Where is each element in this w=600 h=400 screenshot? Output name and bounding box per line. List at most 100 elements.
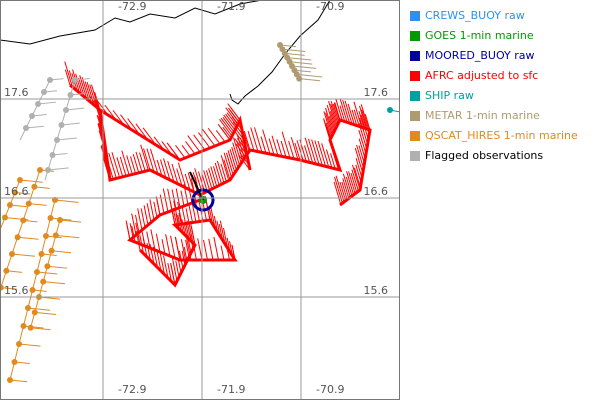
wind-barb [210, 166, 218, 187]
grid: -72.9 -72.9 -71.9 -71.9 -70.9 -70.9 17.6 17.6 16… [0, 0, 400, 400]
wind-barb [222, 117, 235, 133]
obs-dot [63, 107, 69, 113]
wind-barb [181, 145, 191, 157]
obs-dot [44, 263, 51, 270]
wind-barb [155, 196, 161, 216]
wind-barb [142, 127, 157, 146]
legend-swatch [410, 31, 420, 41]
wind-barb [342, 99, 351, 124]
obs-dot [20, 217, 27, 224]
wind-barb [186, 234, 192, 254]
wind-barb [188, 223, 194, 244]
wind-barb [177, 201, 183, 225]
wind-barb [291, 65, 317, 69]
wind-barb [342, 178, 350, 199]
wind-barb [358, 123, 368, 150]
wind-barb [360, 114, 369, 140]
wind-barb [307, 138, 317, 165]
wind-barb [280, 140, 287, 158]
wind-barb [193, 245, 197, 261]
legend-swatch [410, 131, 420, 141]
wind-barb [299, 78, 321, 82]
wind-barb [333, 181, 342, 205]
obs-dot [17, 177, 23, 183]
wind-barb [177, 214, 182, 232]
wind-barb [94, 97, 103, 122]
legend-label: QSCAT_HIRES 1-min marine [425, 129, 578, 142]
wind-barb [353, 101, 363, 128]
obs-dot [14, 234, 21, 241]
lon-label: -72.9 [118, 0, 146, 13]
wind-barb [290, 137, 299, 160]
obs-dot [72, 77, 78, 83]
wind-barb [149, 244, 155, 265]
wind-barb [220, 163, 227, 182]
wind-barb [198, 132, 211, 149]
lon-label: -71.9 [217, 383, 245, 396]
wind-barb [334, 102, 341, 121]
obs-dot [40, 278, 47, 285]
wind-barb [169, 201, 176, 226]
wind-barb [131, 225, 136, 243]
legend-label: MOORED_BUOY raw [425, 49, 535, 62]
obs-dot [7, 202, 13, 208]
wind-barb [27, 307, 51, 311]
wind-barb [188, 204, 193, 223]
wind-barb [187, 135, 201, 153]
wind-barb [185, 239, 190, 258]
obs-dot [7, 377, 13, 383]
wind-barb [135, 151, 143, 173]
coastline [229, 0, 331, 105]
wind-barb [146, 242, 151, 261]
wind-barb [333, 102, 341, 121]
buoy-ring [191, 188, 215, 212]
wind-barb [174, 236, 181, 261]
wind-barb [146, 148, 155, 173]
wind-barb [119, 156, 127, 177]
obs-dot [31, 183, 38, 190]
wind-barb [97, 123, 107, 150]
wind-barb [229, 241, 233, 257]
wind-barb [177, 257, 182, 274]
lat-label: 16.6 [364, 185, 389, 198]
wind-barb [19, 179, 43, 183]
obs-dot [25, 305, 31, 311]
wind-barb [332, 151, 339, 170]
wind-barb [389, 109, 401, 113]
wind-barb [175, 145, 186, 159]
wind-barb [235, 128, 245, 141]
wind-barb [178, 250, 184, 270]
wind-barb [149, 199, 155, 221]
wind-barb [102, 157, 111, 181]
wind-barb [219, 119, 233, 137]
wind-barb [108, 152, 117, 179]
wind-barb [359, 105, 367, 129]
wind-barb [222, 227, 228, 249]
wind-barb [355, 158, 363, 179]
wind-barb [347, 103, 355, 125]
wind-barb [225, 113, 237, 129]
wind-barb [254, 127, 263, 153]
wind-barb [355, 164, 362, 183]
obs-dot [29, 113, 35, 119]
wind-barb [170, 235, 176, 259]
wind-barb [351, 164, 361, 191]
legend-swatch [410, 91, 420, 101]
wind-barb [17, 236, 39, 240]
obs-dot [47, 215, 54, 221]
legend-label: Flagged observations [425, 149, 543, 162]
wind-barb [178, 212, 184, 234]
wind-barb [358, 130, 367, 155]
wind-barb [150, 229, 156, 251]
wind-barb [153, 136, 165, 151]
wind-barb [202, 202, 207, 221]
wind-barb [181, 207, 186, 224]
wind-barb [325, 149, 333, 169]
legend-swatch [410, 71, 420, 81]
wind-barb [205, 170, 213, 190]
wind-barb [247, 130, 255, 151]
wind-barb [175, 260, 180, 278]
wind-barb [161, 141, 173, 156]
wind-barb [203, 170, 211, 191]
wind-barb [314, 140, 323, 166]
